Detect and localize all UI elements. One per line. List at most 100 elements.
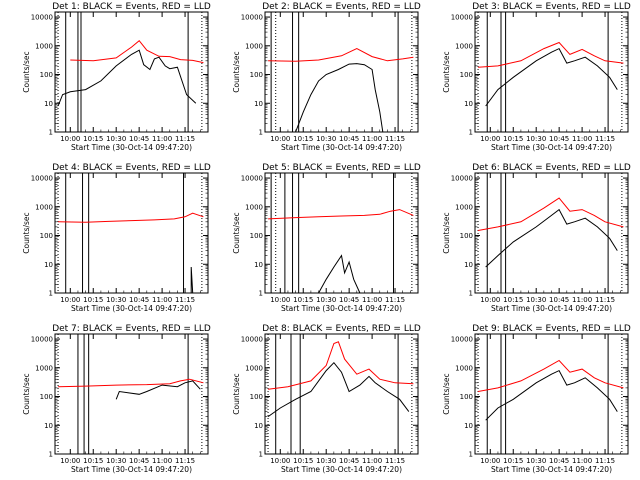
panel-det-3: Det 3: BLACK = Events, RED = LLD 1 10 100 10… [442,2,631,152]
panel-title: Det 4: BLACK = Events, RED = LLD [52,163,211,173]
x-tick-label: 11:00 [152,457,172,465]
x-tick-label: 11:15 [595,296,615,304]
y-tick-label: 1 [259,129,263,137]
y-tick-label: 10 [254,261,263,269]
panel-title: Det 2: BLACK = Events, RED = LLD [262,2,421,12]
x-tick-label: 11:00 [362,296,382,304]
plot-frame [54,172,209,294]
y-tick-label: 1 [469,290,473,298]
series-line-lld [268,209,414,220]
series-line-lld [58,378,204,388]
panel-title: Det 6: BLACK = Events, RED = LLD [472,163,631,173]
series-line-events [318,254,361,294]
x-tick-label: 11:00 [362,457,382,465]
x-tick-label: 10:45 [129,457,149,465]
x-tick-label: 11:15 [175,296,195,304]
x-tick-label: 10:15 [83,135,103,143]
x-tick-label: 10:00 [60,296,80,304]
series-line-events [190,266,194,294]
y-tick-label: 10 [44,100,53,108]
y-axis-label: Counts/sec [22,212,31,253]
x-tick-label: 10:30 [106,457,126,465]
x-tick-label: 10:15 [293,457,313,465]
panel-det-7: Det 7: BLACK = Events, RED = LLD 1 10 100 10… [22,324,211,474]
panel-det-1: Det 1: BLACK = Events, RED = LLD 1 10 100 10… [22,2,211,152]
x-tick-label: 10:45 [129,296,149,304]
x-tick-label: 10:30 [316,135,336,143]
panel-title: Det 5: BLACK = Events, RED = LLD [262,163,421,173]
y-tick-label: 10000 [241,175,263,183]
x-axis-label: Start Time (30-Oct-14 09:47:20) [491,304,612,313]
x-tick-label: 11:15 [385,457,405,465]
y-tick-label: 1 [49,129,53,137]
series-line-events [115,380,201,400]
series-line-events [485,208,618,268]
x-tick-label: 10:45 [549,135,569,143]
x-axis-label: Start Time (30-Oct-14 09:47:20) [281,143,402,152]
y-tick-label: 1000 [245,203,263,211]
x-axis-label: Start Time (30-Oct-14 09:47:20) [491,143,612,152]
y-axis-label: Counts/sec [232,373,241,414]
x-tick-label: 11:15 [385,296,405,304]
series-line-lld [478,359,624,392]
series-line-lld [478,41,624,68]
panel-det-2: Det 2: BLACK = Events, RED = LLD 1 10 100 10… [232,2,421,152]
y-tick-label: 10 [464,261,473,269]
x-tick-label: 11:15 [595,135,615,143]
y-axis-label: Counts/sec [232,212,241,253]
panel-det-5: Det 5: BLACK = Events, RED = LLD 1 10 100 10… [232,163,421,313]
y-tick-label: 100 [40,232,53,240]
x-tick-label: 10:45 [129,135,149,143]
x-tick-label: 11:00 [572,135,592,143]
y-tick-label: 10 [254,422,263,430]
x-tick-label: 11:00 [572,457,592,465]
y-tick-label: 10 [44,261,53,269]
x-tick-label: 10:30 [526,296,546,304]
y-tick-label: 10000 [31,14,53,22]
x-tick-label: 11:00 [152,135,172,143]
y-tick-label: 10 [464,422,473,430]
y-tick-label: 1000 [455,42,473,50]
panel-title: Det 9: BLACK = Events, RED = LLD [472,324,631,334]
y-tick-label: 10000 [451,336,473,344]
x-tick-label: 10:30 [106,296,126,304]
panel-title: Det 8: BLACK = Events, RED = LLD [262,324,421,334]
x-tick-label: 10:45 [339,296,359,304]
x-tick-label: 10:15 [503,457,523,465]
x-tick-label: 10:00 [270,135,290,143]
x-tick-label: 10:00 [480,296,500,304]
panel-title: Det 3: BLACK = Events, RED = LLD [472,2,631,12]
y-tick-label: 1 [49,290,53,298]
x-tick-label: 10:30 [316,296,336,304]
x-tick-label: 10:00 [480,457,500,465]
y-tick-label: 1000 [35,203,53,211]
y-tick-label: 10000 [31,336,53,344]
panel-det-4: Det 4: BLACK = Events, RED = LLD 1 10 100 10… [22,163,211,313]
y-axis-label: Counts/sec [22,373,31,414]
plot-frame [264,11,419,133]
y-tick-label: 1 [469,129,473,137]
x-axis-label: Start Time (30-Oct-14 09:47:20) [71,304,192,313]
series-line-events [57,49,197,107]
panel-det-6: Det 6: BLACK = Events, RED = LLD 1 10 100 10… [442,163,631,313]
x-tick-label: 10:15 [83,296,103,304]
series-line-lld [268,48,414,62]
x-tick-label: 10:00 [60,457,80,465]
x-tick-label: 10:15 [293,135,313,143]
y-tick-label: 10000 [451,14,473,22]
y-tick-label: 1 [469,451,473,459]
x-tick-label: 10:15 [293,296,313,304]
x-tick-label: 10:00 [60,135,80,143]
panel-title: Det 7: BLACK = Events, RED = LLD [52,324,211,334]
y-axis-label: Counts/sec [442,51,451,92]
x-tick-label: 10:00 [480,135,500,143]
y-tick-label: 100 [250,232,263,240]
y-tick-label: 10 [254,100,263,108]
y-tick-label: 1000 [35,42,53,50]
y-tick-label: 1000 [35,364,53,372]
x-tick-label: 10:30 [526,457,546,465]
y-tick-label: 100 [250,71,263,79]
y-tick-label: 1000 [455,203,473,211]
y-tick-label: 1000 [245,364,263,372]
